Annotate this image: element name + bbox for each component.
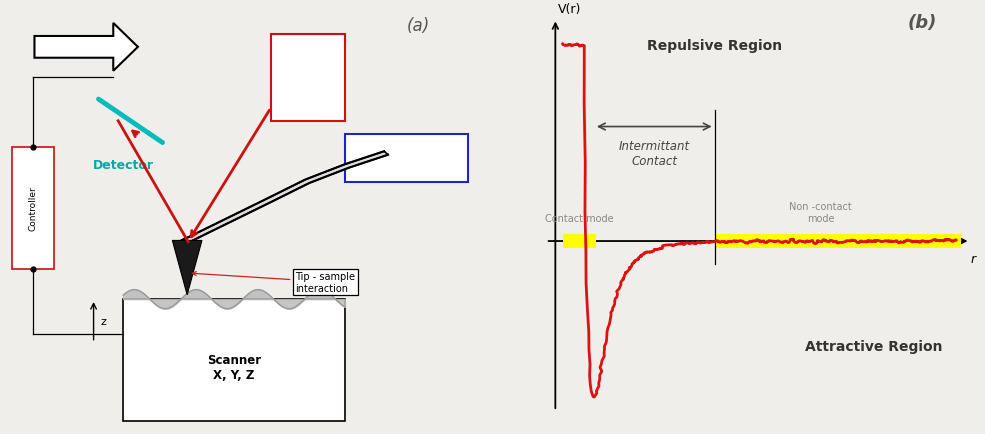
FancyBboxPatch shape	[123, 299, 345, 421]
Text: Repulsive Region: Repulsive Region	[647, 39, 782, 53]
Text: LASER: LASER	[291, 57, 325, 99]
Text: Scanner
X, Y, Z: Scanner X, Y, Z	[207, 353, 261, 381]
Bar	[715, 234, 960, 249]
FancyBboxPatch shape	[12, 148, 54, 269]
Text: r: r	[970, 253, 975, 266]
Text: Attractive Region: Attractive Region	[805, 339, 943, 353]
Polygon shape	[172, 241, 202, 295]
Text: Tip - sample
interaction: Tip - sample interaction	[192, 271, 356, 293]
FancyBboxPatch shape	[271, 35, 345, 122]
Text: Non -contact
mode: Non -contact mode	[789, 202, 852, 224]
Text: V(r): V(r)	[558, 3, 581, 16]
Text: Contact mode: Contact mode	[545, 214, 614, 224]
Polygon shape	[34, 24, 138, 72]
Text: Intermittant
Contact: Intermittant Contact	[619, 139, 690, 168]
Text: Detector: Detector	[93, 158, 154, 171]
Text: (a): (a)	[407, 17, 430, 35]
FancyBboxPatch shape	[345, 135, 468, 182]
Text: (b): (b)	[907, 14, 937, 32]
Text: Controller: Controller	[29, 186, 37, 230]
Polygon shape	[177, 152, 388, 247]
Bar	[562, 234, 596, 249]
Text: z: z	[100, 316, 106, 326]
